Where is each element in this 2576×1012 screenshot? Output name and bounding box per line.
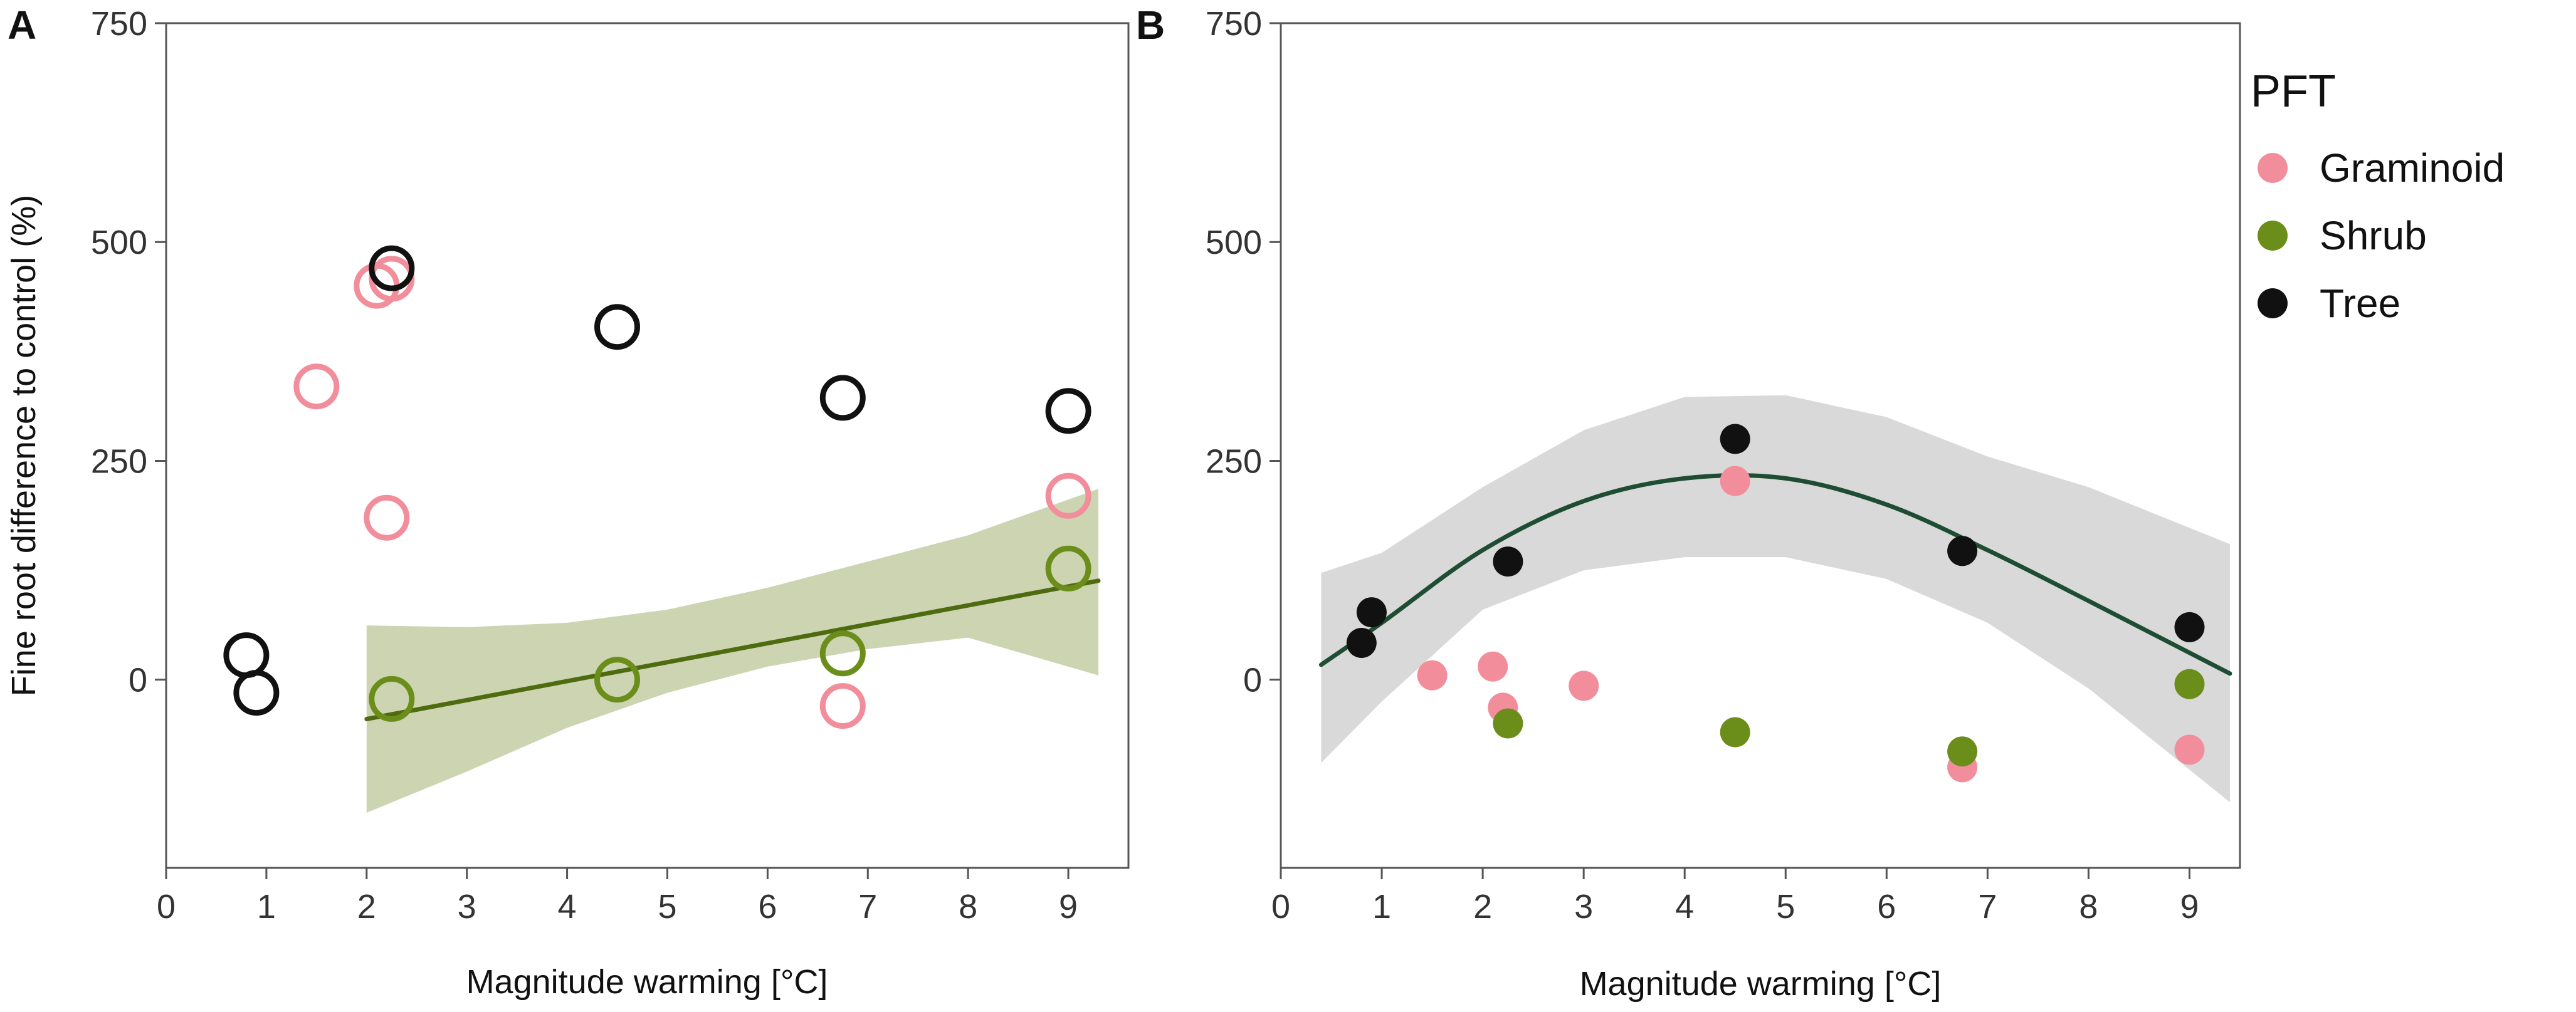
panel-a-x-tick-label: 4	[558, 888, 577, 926]
panel-a-fit-line-layer	[364, 578, 1101, 721]
panel-a-point-shrub-3	[819, 630, 866, 677]
panel-a-points-layer	[223, 245, 1091, 729]
legend: PFT Graminoid Shrub Tree	[2251, 66, 2505, 326]
panel-b-fit-line-layer	[1318, 472, 2232, 676]
panel-b-points-layer	[1346, 424, 2205, 783]
legend-label-tree: Tree	[2320, 281, 2400, 326]
panel-a-x-tick-label: 9	[1059, 888, 1078, 926]
panel-a-x-axis-title: Magnitude warming [°C]	[466, 963, 828, 1001]
panel-b-x-tick-label: 7	[1978, 888, 1997, 926]
panel-b-x-axis: 0 1 2 3 4 5 6 7 8 9	[1271, 868, 2199, 926]
panel-b-point-shrub-4	[2174, 669, 2205, 699]
panel-b-fit-line	[1318, 472, 2232, 676]
panel-b-point-graminoid-7	[2174, 734, 2205, 765]
panel-a-y-tick-label: 250	[91, 442, 147, 480]
panel-b-point-graminoid-5	[1720, 466, 1750, 496]
panel-a-x-tick-label: 1	[257, 888, 276, 926]
panel-a-y-tick-label: 500	[91, 224, 147, 261]
panel-b-point-tree-6	[2174, 612, 2205, 642]
panel-a-x-tick-label: 3	[458, 888, 476, 926]
panel-a-letter: A	[8, 3, 36, 48]
panel-a-y-tick-label: 750	[91, 5, 147, 43]
panel-b-point-tree-3	[1493, 546, 1523, 577]
panel-b-x-tick-label: 9	[2180, 888, 2199, 926]
panel-b-y-tick-label: 250	[1206, 442, 1262, 480]
panel-a-point-shrub-1	[369, 676, 415, 722]
panel-a-x-tick-label: 8	[959, 888, 977, 926]
panel-b-point-shrub-1	[1493, 708, 1523, 739]
panel-b-y-axis: 0 250 500 750	[1206, 5, 1281, 699]
panel-a-point-shrub-2	[594, 657, 640, 703]
panel-a-point-tree-5	[819, 375, 866, 421]
panel-b-point-tree-5	[1947, 536, 1978, 566]
panel-b-y-tick-label: 0	[1243, 662, 1262, 699]
panel-b-confidence-ribbon	[1321, 395, 2230, 803]
panel-a-point-graminoid-6	[1045, 472, 1091, 519]
legend-swatch-graminoid	[2258, 153, 2288, 183]
legend-label-shrub: Shrub	[2320, 213, 2427, 258]
panel-a-fit-line	[364, 578, 1101, 721]
panel-a-frame	[165, 22, 1130, 869]
panel-a-point-tree-4	[594, 304, 640, 350]
panel-b-x-tick-label: 2	[1473, 888, 1492, 926]
legend-swatch-shrub	[2258, 221, 2288, 251]
panel-b-x-tick-label: 8	[2079, 888, 2098, 926]
panel-a: A 0 1 2 3 4 5 6 7 8 9 0 250 500 750 Magnitude warmin…	[5, 3, 1130, 1001]
panel-a-x-axis: 0 1 2 3 4 5 6 7 8 9	[157, 868, 1078, 926]
panel-b-point-tree-4	[1720, 424, 1750, 454]
panel-b-fit-ribbon-layer	[1321, 395, 2230, 803]
panel-a-point-tree-6	[1045, 388, 1091, 434]
panel-b-frame	[1280, 22, 2241, 869]
panel-a-x-tick-label: 6	[758, 888, 777, 926]
panel-a-y-axis: 0 250 500 750	[91, 5, 166, 699]
panel-a-x-tick-label: 5	[658, 888, 676, 926]
legend-title: PFT	[2251, 66, 2336, 117]
panel-b-point-graminoid-4	[1569, 670, 1599, 701]
panel-b-y-tick-label: 750	[1206, 5, 1262, 43]
panel-a-point-tree-2	[233, 670, 280, 716]
panel-a-point-graminoid-1	[293, 363, 340, 410]
legend-items: Graminoid Shrub Tree	[2258, 145, 2505, 326]
legend-swatch-tree	[2258, 288, 2288, 318]
panel-b-point-shrub-2	[1720, 717, 1750, 748]
panel-b-y-tick-label: 500	[1206, 224, 1262, 261]
panel-b-x-tick-label: 4	[1675, 888, 1694, 926]
panel-a-x-tick-label: 2	[357, 888, 376, 926]
panel-b-x-tick-label: 1	[1372, 888, 1391, 926]
panel-b-x-tick-label: 0	[1271, 888, 1290, 926]
panel-a-point-tree-3	[369, 245, 415, 291]
panel-b-point-graminoid-2	[1478, 651, 1508, 682]
panel-a-x-tick-label: 0	[157, 888, 176, 926]
panel-a-point-graminoid-5	[819, 683, 866, 729]
panel-b-x-tick-label: 5	[1776, 888, 1795, 926]
panel-a-point-tree-1	[223, 632, 270, 679]
panel-b-point-shrub-3	[1947, 736, 1978, 767]
panel-b-point-graminoid-1	[1417, 660, 1448, 691]
panel-a-y-axis-title: Fine root difference to control (%)	[5, 195, 43, 696]
panel-b-x-axis-title: Magnitude warming [°C]	[1580, 965, 1942, 1003]
panel-a-x-tick-label: 7	[858, 888, 877, 926]
panel-b-point-tree-2	[1356, 597, 1387, 628]
panel-b-letter: B	[1136, 3, 1165, 48]
panel-b-x-tick-label: 3	[1574, 888, 1593, 926]
panel-a-point-shrub-4	[1045, 545, 1091, 592]
panel-b-point-tree-1	[1346, 628, 1377, 658]
panel-a-y-tick-label: 0	[129, 662, 147, 699]
legend-label-graminoid: Graminoid	[2320, 145, 2505, 190]
panel-a-point-graminoid-4	[364, 494, 410, 541]
panel-b-x-tick-label: 6	[1877, 888, 1896, 926]
panel-b: B 0 1 2 3 4 5 6 7 8 9 0 250 500 750 Magnitude warmin…	[1136, 3, 2241, 1003]
